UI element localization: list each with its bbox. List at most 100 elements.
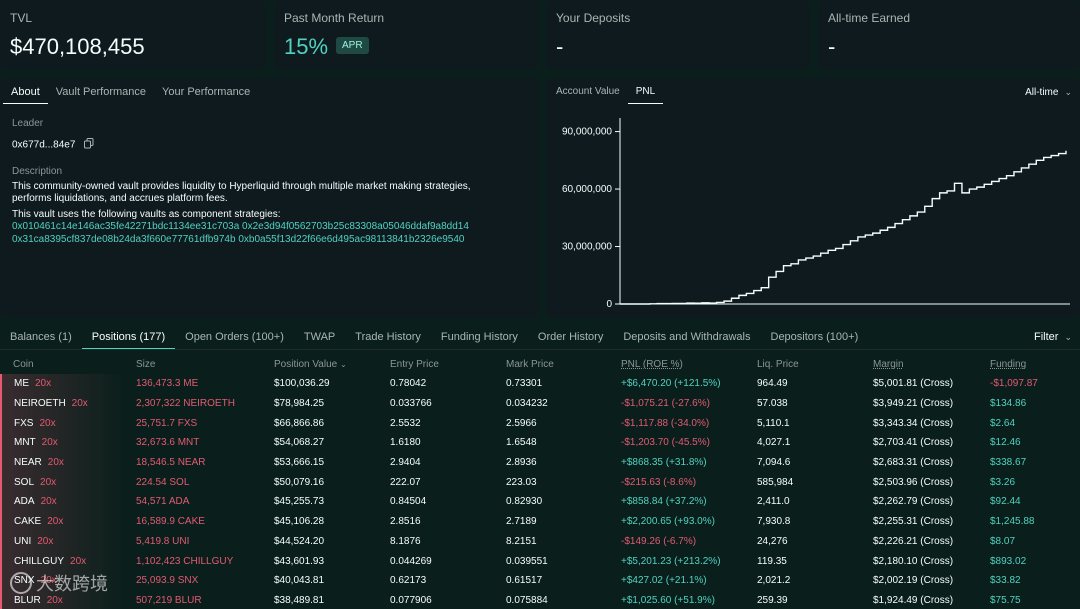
entry-cell: 2.9404 [390, 457, 421, 469]
liq-cell: 585,984 [757, 476, 794, 488]
entry-cell: 0.78042 [390, 378, 427, 390]
header-position-value[interactable]: Position Value ⌄ [262, 355, 378, 374]
table-row[interactable]: BLUR 20x 507,219 BLUR $38,489.81 0.077906 0.0… [0, 590, 1080, 609]
pnl-cell: +$868.35 (+31.8%) [621, 457, 707, 469]
tab-deposits-withdrawals[interactable]: Deposits and Withdrawals [623, 331, 751, 343]
header-liq-price[interactable]: Liq. Price [757, 359, 799, 370]
vault-links-line2[interactable]: 0x31ca8395cf837de08b24da3f660e77761dfb97… [12, 234, 465, 245]
tab-balances[interactable]: Balances (1) [10, 331, 72, 343]
table-row[interactable]: MNT 20x 32,673.6 MNT $54,068.27 1.6180 1.6548… [0, 433, 1080, 453]
header-entry-price[interactable]: Entry Price [390, 359, 439, 370]
coin-cell[interactable]: ADA 20x [0, 492, 124, 512]
coin-name: ADA [14, 496, 35, 508]
funding-cell: $3.26 [990, 476, 1016, 488]
entry-cell: 222.07 [390, 476, 421, 488]
vault-links-line1[interactable]: 0x010461c14e146ac35fe42271bdc1134ee31c70… [12, 221, 469, 232]
margin-cell: $2,226.21 (Cross) [873, 535, 954, 547]
table-row[interactable]: ADA 20x 54,571 ADA $45,255.73 0.84504 0.82930… [0, 492, 1080, 512]
liq-cell: 5,110.1 [757, 417, 790, 429]
mark-cell: 0.73301 [506, 378, 543, 390]
table-row[interactable]: NEIROETH 20x 2,307,322 NEIROETH $78,984.25 0… [0, 393, 1080, 414]
funding-cell: $893.02 [990, 555, 1027, 567]
liq-cell: 259.39 [757, 594, 788, 606]
table-row[interactable]: CAKE 20x 16,589.9 CAKE $45,106.28 2.8516 2.71… [0, 511, 1080, 532]
coin-name: UNI [14, 535, 32, 547]
entry-cell: 0.62173 [390, 575, 427, 587]
size-cell: 1,102,423 CHILLGUY [136, 555, 234, 567]
header-pnl[interactable]: PNL (ROE %) [621, 359, 683, 370]
header-coin[interactable]: Coin [13, 359, 34, 370]
coin-name: NEIROETH [14, 398, 66, 410]
past-month-label: Past Month Return [284, 11, 385, 25]
value-cell: $44,524.20 [274, 535, 325, 547]
value-cell: $78,984.25 [274, 398, 325, 410]
coin-cell[interactable]: NEAR 20x [0, 452, 124, 473]
leverage: 20x [39, 417, 56, 429]
table-row[interactable]: SNX 20x 25,093.9 SNX $40,043.81 0.62173 0.615… [0, 570, 1080, 591]
coin-name: FXS [14, 417, 34, 429]
entry-cell: 8.1876 [390, 535, 421, 547]
header-mark-price[interactable]: Mark Price [506, 359, 554, 370]
tab-about[interactable]: About [3, 78, 48, 104]
size-cell: 2,307,322 NEIROETH [136, 398, 235, 410]
coin-cell[interactable]: NEIROETH 20x [0, 393, 124, 414]
coin-cell[interactable]: CHILLGUY 20x [0, 551, 124, 571]
coin-name: CAKE [14, 516, 42, 528]
tab-order-history[interactable]: Order History [537, 331, 604, 343]
coin-cell[interactable]: UNI 20x [0, 531, 124, 552]
tab-your-performance[interactable]: Your Performance [162, 86, 251, 98]
mark-cell: 0.82930 [506, 496, 543, 508]
table-row[interactable]: CHILLGUY 20x 1,102,423 CHILLGUY $43,601.93 0… [0, 551, 1080, 571]
coin-cell[interactable]: SOL 20x [0, 472, 124, 493]
table-row[interactable]: UNI 20x 5,419.8 UNI $44,524.20 8.1876 8.2151 -… [0, 531, 1080, 552]
coin-cell[interactable]: BLUR 20x [0, 590, 124, 609]
mark-cell: 2.5966 [506, 417, 537, 429]
header-position-value-label: Position Value [274, 359, 338, 370]
table-row[interactable]: ME 20x 136,473.3 ME $100,036.29 0.78042 0.733… [0, 374, 1080, 394]
coin-cell[interactable]: FXS 20x [0, 413, 124, 434]
coin-name: MNT [14, 437, 36, 449]
leverage: 20x [40, 575, 57, 587]
tab-positions[interactable]: Positions (177) [81, 322, 176, 349]
tab-funding-history[interactable]: Funding History [440, 331, 518, 343]
tab-vault-performance[interactable]: Vault Performance [55, 86, 147, 98]
value-cell: $38,489.81 [274, 594, 325, 606]
past-month-card: Past Month Return 15% APR [274, 0, 539, 70]
coin-cell[interactable]: CAKE 20x [0, 511, 124, 532]
coin-cell[interactable]: ME 20x [0, 374, 124, 394]
table-row[interactable]: SOL 20x 224.54 SOL $50,079.16 222.07 223.03 -$… [0, 472, 1080, 493]
liq-cell: 4,027.1 [757, 437, 791, 449]
tab-trade-history[interactable]: Trade History [355, 331, 421, 343]
coin-cell[interactable]: MNT 20x [0, 433, 124, 453]
copy-icon[interactable] [84, 138, 94, 152]
header-margin[interactable]: Margin [873, 359, 904, 370]
tab-twap[interactable]: TWAP [303, 331, 336, 343]
tab-depositors[interactable]: Depositors (100+) [770, 331, 859, 343]
value-cell: $53,666.15 [274, 457, 325, 469]
leader-address-text: 0x677d...84e7 [12, 139, 76, 151]
watermark-text: 大数跨境 [36, 574, 108, 594]
table-row[interactable]: NEAR 20x 18,546.5 NEAR $53,666.15 2.9404 2.89… [0, 452, 1080, 473]
range-select[interactable]: All-time ⌄ [1025, 87, 1072, 98]
filter-dropdown[interactable]: Filter ⌄ [1034, 331, 1072, 343]
tab-pnl[interactable]: PNL [627, 78, 664, 104]
value-cell: $50,079.16 [274, 476, 325, 488]
tab-open-orders[interactable]: Open Orders (100+) [185, 331, 284, 343]
leader-address[interactable]: 0x677d...84e7 [12, 138, 94, 152]
earned-card: All-time Earned - [818, 0, 1080, 70]
table-row[interactable]: FXS 20x 25,751.7 FXS $66,866.86 2.5532 2.5966… [0, 413, 1080, 434]
liq-cell: 7,930.8 [757, 516, 791, 528]
header-funding[interactable]: Funding [990, 359, 1027, 370]
tab-account-value[interactable]: Account Value [556, 86, 620, 97]
deposits-value: - [556, 34, 564, 59]
liq-cell: 24,276 [757, 535, 788, 547]
y-tick-label: 0 [606, 299, 612, 310]
pnl-chart: 0 30,000,000 60,000,000 90,000,000 [562, 118, 1070, 310]
header-size[interactable]: Size [136, 359, 156, 370]
funding-cell: $2.64 [990, 417, 1016, 429]
leverage: 20x [47, 516, 64, 528]
chevron-down-icon: ⌄ [1064, 332, 1072, 342]
value-cell: $100,036.29 [274, 378, 330, 390]
margin-cell: $2,255.31 (Cross) [873, 516, 954, 528]
margin-cell: $2,002.19 (Cross) [873, 575, 954, 587]
